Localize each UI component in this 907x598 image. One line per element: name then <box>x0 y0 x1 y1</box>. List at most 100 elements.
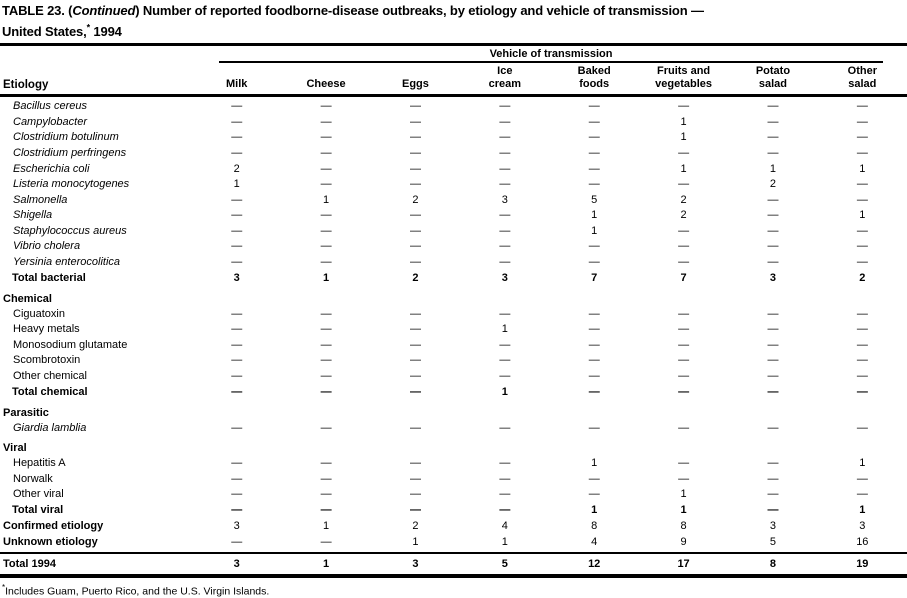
cell-value: — <box>320 100 332 113</box>
table-row: Campylobacter — — — — — 1 — — <box>0 114 907 130</box>
cell-value: 2 <box>412 271 419 284</box>
cell-value: 8 <box>591 520 598 533</box>
row-label: Clostridium perfringens <box>13 146 127 159</box>
cell-value: — <box>856 256 868 269</box>
cell-value: — <box>409 307 421 320</box>
cell-value: 1 <box>412 536 419 549</box>
cell-value: — <box>231 146 243 159</box>
cell-value: — <box>588 385 600 398</box>
row-label: Total 1994 <box>3 558 56 571</box>
cell-value: — <box>678 178 690 191</box>
cell-value: — <box>409 100 421 113</box>
column-header-1: Milk <box>225 78 248 91</box>
cell-value: — <box>231 131 243 144</box>
cell-value: — <box>320 256 332 269</box>
etiology-header: Etiology <box>3 79 49 92</box>
table-row: Staphylococcus aureus — — — — 1 — — — <box>0 223 907 239</box>
title-line2: United States,* 1994 <box>2 22 122 39</box>
row-label: Other viral <box>13 488 64 501</box>
cell-value: — <box>678 100 690 113</box>
table-row: Other viral — — — — — 1 — — <box>0 487 907 503</box>
table-row: Total chemical — — — 1 — — — — <box>0 384 907 400</box>
title-rule <box>0 43 907 47</box>
cell-value: — <box>231 323 243 336</box>
cell-value: — <box>856 100 868 113</box>
row-label: Salmonella <box>13 193 68 206</box>
cell-value: 16 <box>856 536 869 549</box>
table-row: Other chemical — — — — — — — — <box>0 368 907 384</box>
cell-value: — <box>231 536 243 549</box>
cell-value: — <box>588 421 600 434</box>
cell-value: — <box>856 146 868 159</box>
row-label: Chemical <box>3 292 52 305</box>
cell-value: — <box>499 488 511 501</box>
cell-value: — <box>588 338 600 351</box>
row-label: Unknown etiology <box>3 536 98 549</box>
cell-value: 2 <box>412 520 419 533</box>
cell-value: 1 <box>859 162 866 175</box>
cell-value: 1 <box>323 520 330 533</box>
cell-value: 5 <box>501 558 508 571</box>
footnote-text: Includes Guam, Puerto Rico, and the U.S.… <box>5 585 270 598</box>
cell-value: — <box>231 256 243 269</box>
cell-value: — <box>588 131 600 144</box>
cell-value: — <box>767 504 779 517</box>
table-row: Scombrotoxin — — — — — — — — <box>0 353 907 369</box>
cell-value: — <box>231 307 243 320</box>
cell-value: — <box>678 370 690 383</box>
cell-value: — <box>320 488 332 501</box>
cell-value: — <box>409 354 421 367</box>
cell-value: — <box>588 488 600 501</box>
cell-value: 1 <box>859 457 866 470</box>
cell-value: 1 <box>591 224 598 237</box>
cell-value: 1 <box>323 193 330 206</box>
table-body: Bacillus cereus — — — — — — — — Campylobacter — — — —… <box>0 98 907 574</box>
cell-value: 1 <box>501 385 508 398</box>
cell-value: 17 <box>677 558 690 571</box>
spanner-header-label: Vehicle of transmission <box>489 48 613 61</box>
cell-value: — <box>320 354 332 367</box>
cell-value: 12 <box>588 558 601 571</box>
table-row: Giardia lamblia — — — — — — — — <box>0 420 907 436</box>
cell-value: — <box>767 488 779 501</box>
cell-value: — <box>588 323 600 336</box>
cell-value: — <box>320 370 332 383</box>
row-label: Viral <box>3 442 27 455</box>
cell-value: — <box>231 370 243 383</box>
cell-value: 3 <box>501 271 508 284</box>
cell-value: — <box>767 256 779 269</box>
cell-value: — <box>678 323 690 336</box>
cell-value: — <box>320 536 332 549</box>
cell-value: — <box>409 146 421 159</box>
column-header-7: Potato salad <box>755 65 791 91</box>
table-row: Unknown etiology — — 1 1 4 9 5 16 <box>0 534 907 550</box>
cell-value: 4 <box>591 536 598 549</box>
cell-value: — <box>678 240 690 253</box>
cell-value: — <box>499 209 511 222</box>
cell-value: — <box>678 472 690 485</box>
cell-value: — <box>320 338 332 351</box>
cell-value: — <box>767 457 779 470</box>
cell-value: — <box>320 504 332 517</box>
table-row: Viral <box>0 435 907 455</box>
cell-value: — <box>320 421 332 434</box>
column-header-3: Eggs <box>401 78 429 91</box>
cell-value: 5 <box>591 193 598 206</box>
cell-value: 1 <box>859 504 866 517</box>
cell-value: — <box>678 354 690 367</box>
row-label: Scombrotoxin <box>13 354 81 367</box>
cell-value: — <box>409 224 421 237</box>
cell-value: — <box>409 178 421 191</box>
cell-value: — <box>499 100 511 113</box>
cell-value: — <box>409 457 421 470</box>
table-row: Total 1994 3 1 3 5 12 17 8 19 <box>0 554 907 574</box>
table-row: Escherichia coli 2 — — — — 1 1 1 <box>0 161 907 177</box>
cell-value: — <box>588 240 600 253</box>
table-row: Listeria monocytogenes 1 — — — — — 2 — <box>0 176 907 192</box>
table-row: Hepatitis A — — — — 1 — — 1 <box>0 455 907 471</box>
title-line1: TABLE 23. (Continued) Number of reported… <box>2 3 704 18</box>
row-label: Ciguatoxin <box>13 307 65 320</box>
row-label: Clostridium botulinum <box>13 131 119 144</box>
cell-value: 2 <box>769 178 776 191</box>
